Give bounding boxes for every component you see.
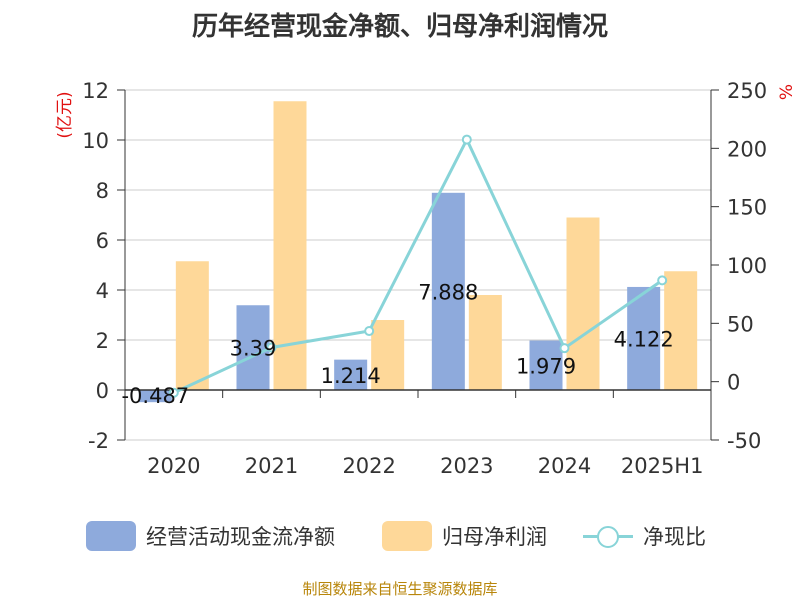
right-axis-tick-label: 200 [727,137,767,161]
left-axis-tick-label: -2 [88,429,109,453]
axes: -2 0 2 4 6 8 10 12 -50 0 50 100 150 200 250 (亿元) % 2020 20… [55,79,797,478]
bar-net-profit [175,261,209,390]
left-axis-unit-label: (亿元) [55,91,75,138]
bar-cashflow [236,305,270,390]
legend-item-cashflow[interactable]: 经营活动现金流净额 [86,516,335,556]
ratio-point [266,342,277,353]
bar-cashflow [529,340,563,390]
legend-label-ratio: 净现比 [643,525,706,549]
legend: 经营活动现金流净额 归母净利润 净现比 [0,516,800,556]
legend-line-ratio-icon [583,521,633,551]
x-axis-tick-label: 2025H1 [621,454,704,478]
right-axis-tick-label: 100 [727,254,767,278]
legend-swatch-cashflow [86,521,136,551]
left-axis-tick-label: 2 [96,329,109,353]
ratio-point [364,326,375,337]
bar-cashflow [627,286,661,390]
legend-label-net-profit: 归母净利润 [442,525,547,549]
chart-title: 历年经营现金净额、归母净利润情况 [191,12,608,42]
ratio-point [559,343,570,354]
bar-value-label: 7.888 [418,280,478,304]
legend-label-cashflow: 经营活动现金流净额 [146,525,335,549]
bar-net-profit [664,271,698,390]
left-axis-tick-label: 4 [96,279,109,303]
ratio-point [461,134,472,145]
right-axis-unit-label: % [777,84,797,100]
x-axis-tick-label: 2024 [538,454,591,478]
x-axis-tick-label: 2021 [245,454,298,478]
bar-cashflow [431,192,465,390]
source-note: 制图数据来自恒生聚源数据库 [302,580,498,598]
left-axis-tick-label: 12 [82,79,109,103]
bar-value-label: 1.214 [321,364,381,388]
bar-value-label: 1.979 [516,354,576,378]
x-axis-tick-label: 2020 [147,454,200,478]
data-labels: -0.487 3.39 1.214 7.888 1.979 4.122 [121,280,673,408]
left-axis-tick-label: 10 [82,129,109,153]
left-axis-tick-label: 6 [96,229,109,253]
bar-value-label: 4.122 [614,327,674,351]
x-axis-tick-label: 2022 [342,454,395,478]
ratio-line [168,134,668,398]
right-axis-tick-label: 150 [727,196,767,220]
legend-item-ratio[interactable]: 净现比 [583,516,706,556]
bar-value-label: -0.487 [121,384,189,408]
bar-value-label: 3.39 [230,337,277,361]
legend-item-net-profit[interactable]: 归母净利润 [382,516,547,556]
right-axis-tick-label: 50 [727,312,754,336]
bar-net-profit [371,320,405,390]
bar-cashflow [334,359,368,390]
right-axis-tick-label: -50 [727,429,761,453]
bars [138,101,698,403]
legend-swatch-net-profit [382,521,432,551]
x-axis-tick-label: 2023 [440,454,493,478]
left-axis-tick-label: 0 [96,379,109,403]
bar-net-profit [566,217,600,390]
ratio-point [168,387,179,398]
bar-net-profit [468,295,502,390]
ratio-line-path [173,136,664,395]
right-axis-tick-label: 250 [727,79,767,103]
grid-lines [125,89,711,441]
left-axis-tick-label: 8 [96,179,109,203]
ratio-point [657,275,668,286]
bar-cashflow [138,390,172,403]
right-axis-tick-label: 0 [727,371,740,395]
